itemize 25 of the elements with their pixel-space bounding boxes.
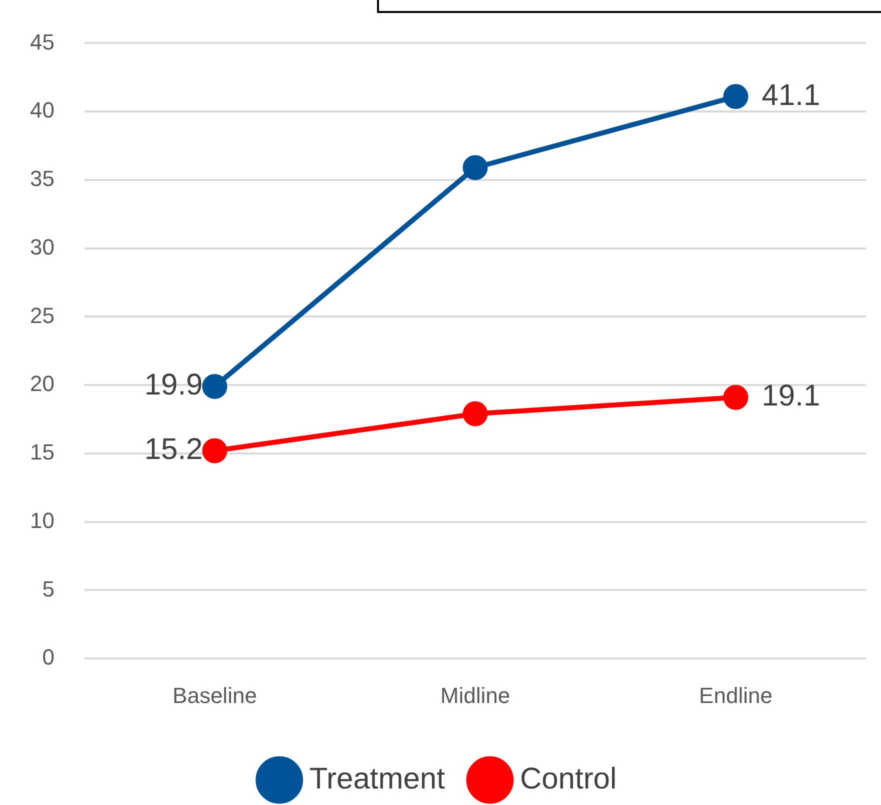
y-tick-label: 35 [30, 166, 54, 192]
data-label: 15.2 [144, 432, 203, 466]
y-tick-label: 25 [30, 302, 54, 328]
y-tick-label: 15 [30, 440, 54, 465]
y-tick-label: 45 [30, 29, 54, 54]
data-label: 19.9 [144, 368, 203, 402]
legend-label: Treatment [309, 762, 446, 796]
data-label: 19.1 [762, 380, 820, 413]
legend-label: Control [520, 762, 617, 796]
y-tick-label: 20 [30, 371, 54, 396]
point [723, 84, 748, 110]
point [462, 401, 488, 426]
point [202, 438, 228, 464]
y-tick-label: 40 [30, 98, 54, 123]
x-tick-label: Midline [440, 682, 510, 708]
y-tick-label: 10 [30, 508, 54, 533]
point [723, 384, 748, 410]
y-tick-label: 30 [30, 234, 54, 260]
data-label: 41.1 [762, 78, 820, 112]
point [202, 374, 228, 399]
y-tick-label: 0 [42, 644, 54, 670]
point [462, 155, 488, 180]
x-tick-label: Endline [699, 682, 772, 708]
y-tick-label: 5 [42, 576, 54, 602]
x-tick-label: Baseline [172, 682, 257, 708]
